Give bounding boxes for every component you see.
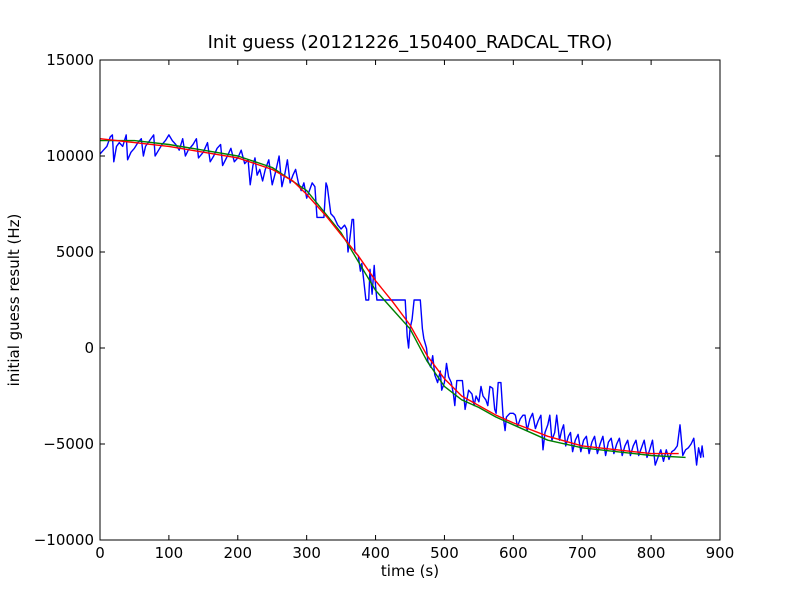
x-axis-label: time (s) — [381, 562, 439, 580]
series-line-3 — [100, 138, 679, 455]
y-axis-label: initial guess result (Hz) — [5, 214, 23, 387]
x-tick-label: 0 — [95, 544, 105, 562]
series-line-2 — [100, 139, 686, 459]
x-tick-label: 900 — [706, 544, 735, 562]
series-line-1 — [100, 134, 705, 466]
plot-area — [99, 59, 721, 541]
x-tick-label: 300 — [292, 544, 321, 562]
y-tick-label: 10000 — [46, 147, 94, 165]
y-axis-ticks: −10000 −5000 0 5000 10000 15000 — [34, 51, 720, 549]
y-tick-label: −10000 — [34, 531, 94, 549]
x-tick-label: 200 — [223, 544, 252, 562]
chart-title: Init guess (20121226_150400_RADCAL_TRO) — [208, 32, 613, 53]
x-tick-label: 700 — [568, 544, 597, 562]
plot-frame — [99, 59, 721, 541]
series-layer — [100, 134, 705, 466]
x-tick-label: 100 — [155, 544, 184, 562]
y-tick-label: 5000 — [56, 243, 94, 261]
y-tick-label: 15000 — [46, 51, 94, 69]
x-tick-label: 400 — [361, 544, 390, 562]
y-tick-label: −5000 — [43, 435, 94, 453]
x-tick-label: 600 — [499, 544, 528, 562]
x-tick-label: 800 — [637, 544, 666, 562]
x-tick-label: 500 — [430, 544, 459, 562]
y-tick-label: 0 — [84, 339, 94, 357]
x-axis-ticks: 0 100 200 300 400 500 600 700 800 900 — [95, 60, 734, 562]
